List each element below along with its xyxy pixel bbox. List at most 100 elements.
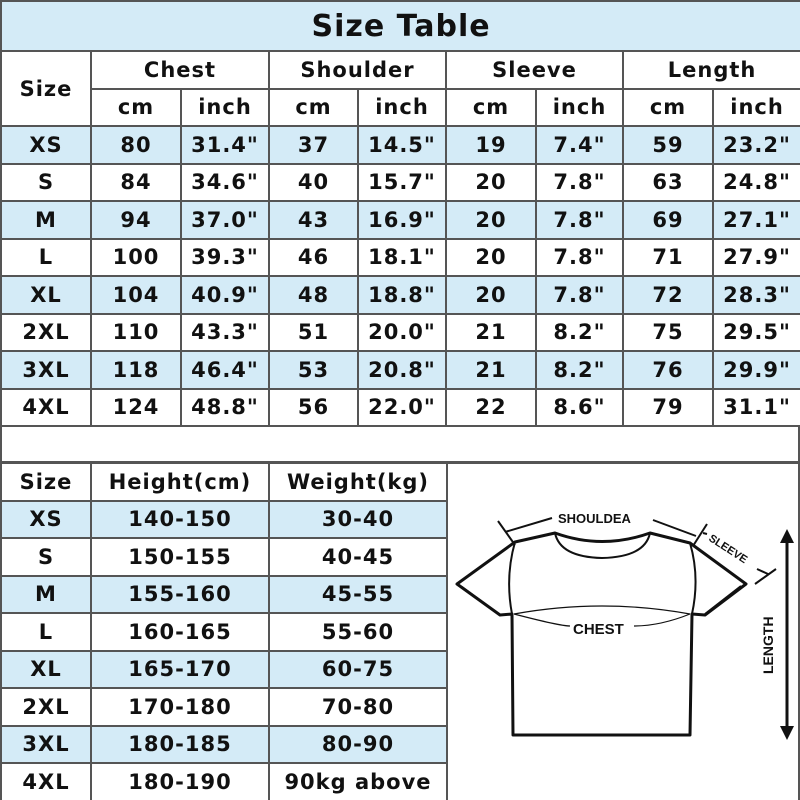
table-cell: 80-90 (268, 724, 448, 764)
table-cell: 100 (90, 237, 182, 277)
header-row: Size Chest Shoulder Sleeve Length (0, 50, 800, 127)
table-cell: 16.9" (357, 200, 447, 240)
table-cell: 71 (622, 237, 714, 277)
table-cell: 56 (268, 387, 359, 427)
units-row: cm inch cm inch cm inch cm inch (1, 87, 800, 127)
table-cell: 43.3" (180, 312, 270, 352)
unit-header: cm (445, 87, 537, 127)
size-cell: 4XL (0, 762, 92, 800)
size-cell: L (0, 612, 92, 652)
table-cell: 150-155 (90, 537, 270, 577)
chest-label: CHEST (573, 621, 624, 638)
height-weight-table: Size Height(cm) Weight(kg) XS 140-150 30-40 S 1… (0, 462, 448, 800)
tshirt-icon: SHOULDEA SLEEVE CHEST LENGTH (455, 511, 794, 740)
table-cell: 79 (622, 387, 714, 427)
table-cell: 7.4" (535, 125, 624, 165)
table-cell: 20 (445, 275, 537, 315)
table-row: XS 140-150 30-40 (0, 499, 448, 539)
size-cell: S (0, 537, 92, 577)
table-cell: 37 (268, 125, 359, 165)
column-header: Weight(kg) (268, 462, 448, 502)
size-cell: XS (0, 125, 92, 165)
table-cell: 45-55 (268, 574, 448, 614)
table-cell: 59 (622, 125, 714, 165)
table-cell: 155-160 (90, 574, 270, 614)
column-header: Size (0, 462, 92, 502)
table-cell: 48 (268, 275, 359, 315)
table-cell: 22.0" (357, 387, 447, 427)
table-row: L 160-165 55-60 (0, 612, 448, 652)
table-cell: 20 (445, 237, 537, 277)
table-cell: 48.8" (180, 387, 270, 427)
table-cell: 180-190 (90, 762, 270, 800)
table-cell: 34.6" (180, 162, 270, 202)
table-cell: 51 (268, 312, 359, 352)
unit-header: cm (622, 87, 714, 127)
table-cell: 20 (445, 200, 537, 240)
table-cell: 8.6" (535, 387, 624, 427)
table-cell: 69 (622, 200, 714, 240)
size-cell: S (0, 162, 92, 202)
unit-header: inch (711, 87, 800, 127)
table-cell: 110 (90, 312, 182, 352)
table-cell: 22 (445, 387, 537, 427)
table-cell: 40 (268, 162, 359, 202)
table-row: XL 165-170 60-75 (0, 649, 448, 689)
table-row: 2XL 170-180 70-80 (0, 687, 448, 727)
table-cell: 23.2" (711, 125, 800, 165)
table-cell: 60-75 (268, 649, 448, 689)
table-cell: 55-60 (268, 612, 448, 652)
size-cell: 3XL (0, 724, 92, 764)
size-cell: XL (0, 275, 92, 315)
size-table: Size Table Size Chest Shoulder Sleeve Length c… (0, 0, 800, 427)
table-cell: 80 (90, 125, 182, 165)
unit-header: cm (268, 87, 359, 127)
table-row: 2XL 110 43.3" 51 20.0" 21 8.2" 75 29.5" (0, 312, 800, 352)
table-cell: 21 (445, 312, 537, 352)
table-cell: 104 (90, 275, 182, 315)
table-cell: 7.8" (535, 237, 624, 277)
table-cell: 29.5" (711, 312, 800, 352)
table-cell: 40-45 (268, 537, 448, 577)
table-cell: 7.8" (535, 162, 624, 202)
shoulder-label: SHOULDEA (558, 511, 632, 526)
table-cell: 19 (445, 125, 537, 165)
shirt-outline (455, 531, 748, 737)
table-cell: 24.8" (711, 162, 800, 202)
unit-header: inch (535, 87, 624, 127)
table-cell: 30-40 (268, 499, 448, 539)
column-header: Chest (90, 50, 270, 90)
table-cell: 63 (622, 162, 714, 202)
table-cell: 8.2" (535, 312, 624, 352)
table-cell: 160-165 (90, 612, 270, 652)
size-cell: L (0, 237, 92, 277)
table-cell: 27.1" (711, 200, 800, 240)
table-row: 3XL 180-185 80-90 (0, 724, 448, 764)
table-row: XL 104 40.9" 48 18.8" 20 7.8" 72 28.3" (0, 275, 800, 315)
table-cell: 70-80 (268, 687, 448, 727)
table-cell: 180-185 (90, 724, 270, 764)
unit-header: inch (357, 87, 447, 127)
size-cell: XS (0, 499, 92, 539)
tshirt-diagram: SHOULDEA SLEEVE CHEST LENGTH (445, 462, 800, 800)
unit-header: inch (180, 87, 270, 127)
table-cell: 46.4" (180, 350, 270, 390)
table-cell: 18.8" (357, 275, 447, 315)
table-cell: 72 (622, 275, 714, 315)
table-cell: 29.9" (711, 350, 800, 390)
table-cell: 75 (622, 312, 714, 352)
table-cell: 94 (90, 200, 182, 240)
table-row: 3XL 118 46.4" 53 20.8" 21 8.2" 76 29.9" (0, 350, 800, 390)
table-cell: 140-150 (90, 499, 270, 539)
table-title: Size Table (0, 0, 800, 52)
table-cell: 40.9" (180, 275, 270, 315)
column-header: Height(cm) (90, 462, 270, 502)
table-cell: 118 (90, 350, 182, 390)
length-label: LENGTH (760, 616, 776, 674)
table-cell: 27.9" (711, 237, 800, 277)
table-cell: 14.5" (357, 125, 447, 165)
table-cell: 43 (268, 200, 359, 240)
table-row: XS 80 31.4" 37 14.5" 19 7.4" 59 23.2" (0, 125, 800, 165)
table-row: 4XL 124 48.8" 56 22.0" 22 8.6" 79 31.1" (0, 387, 800, 427)
table-cell: 28.3" (711, 275, 800, 315)
